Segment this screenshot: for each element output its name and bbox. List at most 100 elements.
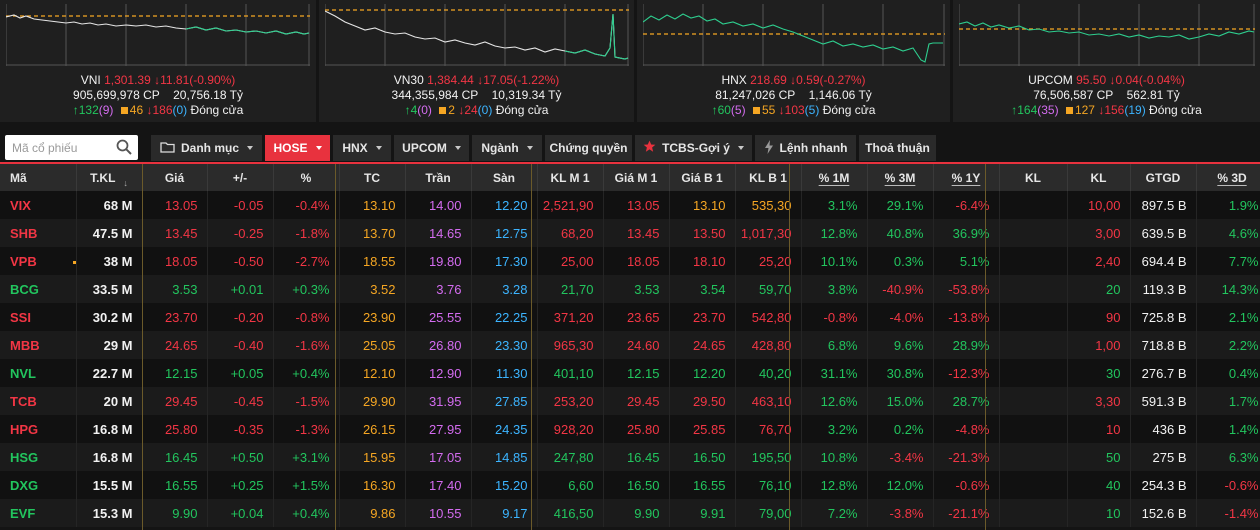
column-header[interactable]: TC (339, 164, 406, 191)
cell-symbol[interactable]: MBB (0, 331, 77, 359)
floor-count: (19) (1124, 103, 1146, 117)
cell-symbol[interactable]: HPG (0, 415, 77, 443)
cell-symbol[interactable]: BCG (0, 275, 77, 303)
cell-pct-1y: -4.8% (933, 415, 1000, 443)
column-header[interactable]: KL (1067, 164, 1131, 191)
tab-upcom[interactable]: UPCOM (394, 135, 469, 161)
tab-chung-quyen[interactable]: Chứng quyền (545, 135, 632, 161)
column-header[interactable]: % 3M (867, 164, 934, 191)
column-header[interactable]: % (273, 164, 340, 191)
sort-descending-icon[interactable]: ↓ (123, 177, 128, 188)
column-header[interactable]: Giá B 1 (669, 164, 736, 191)
column-header[interactable]: Mã (0, 164, 77, 191)
cell-price: 24.65 (142, 331, 208, 359)
index-card-hnx[interactable]: HNX 218.69 ↓0.59(-0.27%) 81,247,026 CP 1… (637, 0, 950, 122)
column-header[interactable]: +/- (207, 164, 274, 191)
table-row[interactable]: VPB 38 M 18.05 -0.50 -2.7% 18.55 19.80 17.30 25,… (0, 247, 1260, 275)
index-card-vni[interactable]: VNI 1,301.39 ↓11.81(-0.90%) 905,699,978 … (0, 0, 316, 122)
column-header-label: TC (364, 170, 380, 185)
cell-total-volume: 38 M (76, 247, 143, 275)
table-row[interactable]: SSI 30.2 M 23.70 -0.20 -0.8% 23.90 25.55 22.25 3… (0, 303, 1260, 331)
cell-total-volume: 16.8 M (76, 415, 143, 443)
cell-reference: 13.10 (339, 191, 406, 219)
column-header[interactable]: KL B 1 (735, 164, 802, 191)
cell-pct-1m: 12.8% (801, 219, 868, 247)
cell-floor: 9.17 (471, 499, 538, 527)
column-header[interactable]: % 1Y (933, 164, 1000, 191)
column-header-label: KL B 1 (749, 170, 787, 185)
column-header[interactable]: KL M 1 (537, 164, 604, 191)
table-row[interactable]: MBB 29 M 24.65 -0.40 -1.6% 25.05 26.80 23.30 965… (0, 331, 1260, 359)
cell-symbol[interactable]: HSG (0, 443, 77, 471)
index-card-upcom[interactable]: UPCOM 95.50 ↓0.04(-0.04%) 76,506,587 CP … (953, 0, 1260, 122)
cell-pct-3m: 15.0% (867, 387, 934, 415)
column-header[interactable]: % 1M (801, 164, 868, 191)
table-top-border (0, 162, 1260, 164)
cell-trade-value: 639.5 B (1130, 219, 1197, 247)
cell-change-pct: +0.4% (273, 359, 340, 387)
tab-hnx[interactable]: HNX (333, 135, 391, 161)
cell-symbol[interactable]: NVL (0, 359, 77, 387)
index-volume: 81,247,026 CP (715, 88, 796, 102)
table-row[interactable]: SHB 47.5 M 13.45 -0.25 -1.8% 13.70 14.65 12.75 6… (0, 219, 1260, 247)
index-change: 17.05(-1.22%) (483, 73, 560, 87)
cell-symbol[interactable]: EVF (0, 499, 77, 527)
ceiling-count: (9) (98, 103, 114, 117)
tab-label: UPCOM (402, 141, 447, 155)
table-row[interactable]: DXG 15.5 M 16.55 +0.25 +1.5% 16.30 17.40 15.20 6… (0, 471, 1260, 499)
table-row[interactable]: NVL 22.7 M 12.15 +0.05 +0.4% 12.10 12.90 11.30 4… (0, 359, 1260, 387)
column-header[interactable]: % 3D (1196, 164, 1260, 191)
column-header-label: % 3D (1217, 170, 1247, 185)
cell-reference: 26.15 (339, 415, 406, 443)
index-card-vn30[interactable]: VN30 1,384.44 ↓17.05(-1.22%) 344,355,984… (319, 0, 634, 122)
tab-nganh[interactable]: Ngành (472, 135, 542, 161)
table-row[interactable]: HSG 16.8 M 16.45 +0.50 +3.1% 15.95 17.05 14.85 2… (0, 443, 1260, 471)
tab-danh-muc[interactable]: Danh mục (151, 135, 262, 161)
cell-price: 13.05 (142, 191, 208, 219)
table-row[interactable]: HPG 16.8 M 25.80 -0.35 -1.3% 26.15 27.95 24.35 9… (0, 415, 1260, 443)
tab-lenh-nhanh[interactable]: Lệnh nhanh (755, 135, 856, 161)
market-status: Đóng cửa (190, 103, 244, 117)
cell-trade-value: 591.3 B (1130, 387, 1197, 415)
cell-floor: 17.30 (471, 247, 538, 275)
column-header-label: % 1M (818, 170, 850, 185)
table-row[interactable]: BCG 33.5 M 3.53 +0.01 +0.3% 3.52 3.76 3.28 21,70… (0, 275, 1260, 303)
tab-tcbs-goi-y[interactable]: TCBS-Gợi ý (635, 135, 752, 161)
chevron-down-icon (526, 146, 533, 150)
column-header[interactable]: Giá M 1 (603, 164, 670, 191)
column-header[interactable]: T.KL ↓ (76, 164, 143, 191)
column-header[interactable]: Trần (405, 164, 472, 191)
cell-ask-vol-1: 371,20 (537, 303, 604, 331)
column-header[interactable]: Giá (142, 164, 208, 191)
cell-pct-1y: -21.1% (933, 499, 1000, 527)
cell-symbol[interactable]: TCB (0, 387, 77, 415)
cell-bid-price-1: 23.70 (669, 303, 736, 331)
column-header[interactable]: KL (999, 164, 1068, 191)
cell-pct-3d: 7.7% (1196, 247, 1260, 275)
stock-search[interactable] (5, 135, 138, 160)
cell-bid-vol-1: 40,20 (735, 359, 802, 387)
tab-hose[interactable]: HOSE (265, 135, 330, 161)
column-header[interactable]: Sàn (471, 164, 538, 191)
stock-search-input[interactable] (5, 135, 113, 160)
column-header-label: KL (1090, 170, 1107, 185)
column-divider (335, 164, 336, 530)
cell-symbol[interactable]: VPB (0, 247, 77, 275)
cell-symbol[interactable]: SSI (0, 303, 77, 331)
cell-total-volume: 68 M (76, 191, 143, 219)
column-header[interactable]: GTGD (1130, 164, 1197, 191)
table-row[interactable]: VIX 68 M 13.05 -0.05 -0.4% 13.10 14.00 12.20 2,5… (0, 191, 1260, 219)
cell-symbol[interactable]: SHB (0, 219, 77, 247)
tab-thoa-thuan[interactable]: Thoả thuận (859, 135, 936, 161)
index-value: 218.69 (750, 73, 787, 87)
search-icon[interactable] (116, 139, 132, 158)
up-arrow-icon: ↑ (72, 103, 79, 117)
cell-symbol[interactable]: DXG (0, 471, 77, 499)
table-body: VIX 68 M 13.05 -0.05 -0.4% 13.10 14.00 12.20 2,5… (0, 191, 1260, 527)
cell-pct-1m: 31.1% (801, 359, 868, 387)
table-row[interactable]: TCB 20 M 29.45 -0.45 -1.5% 29.90 31.95 27.85 253… (0, 387, 1260, 415)
cell-symbol[interactable]: VIX (0, 191, 77, 219)
table-row[interactable]: EVF 15.3 M 9.90 +0.04 +0.4% 9.86 10.55 9.17 416,… (0, 499, 1260, 527)
cell-total-volume: 33.5 M (76, 275, 143, 303)
cell-change: -0.40 (207, 331, 274, 359)
